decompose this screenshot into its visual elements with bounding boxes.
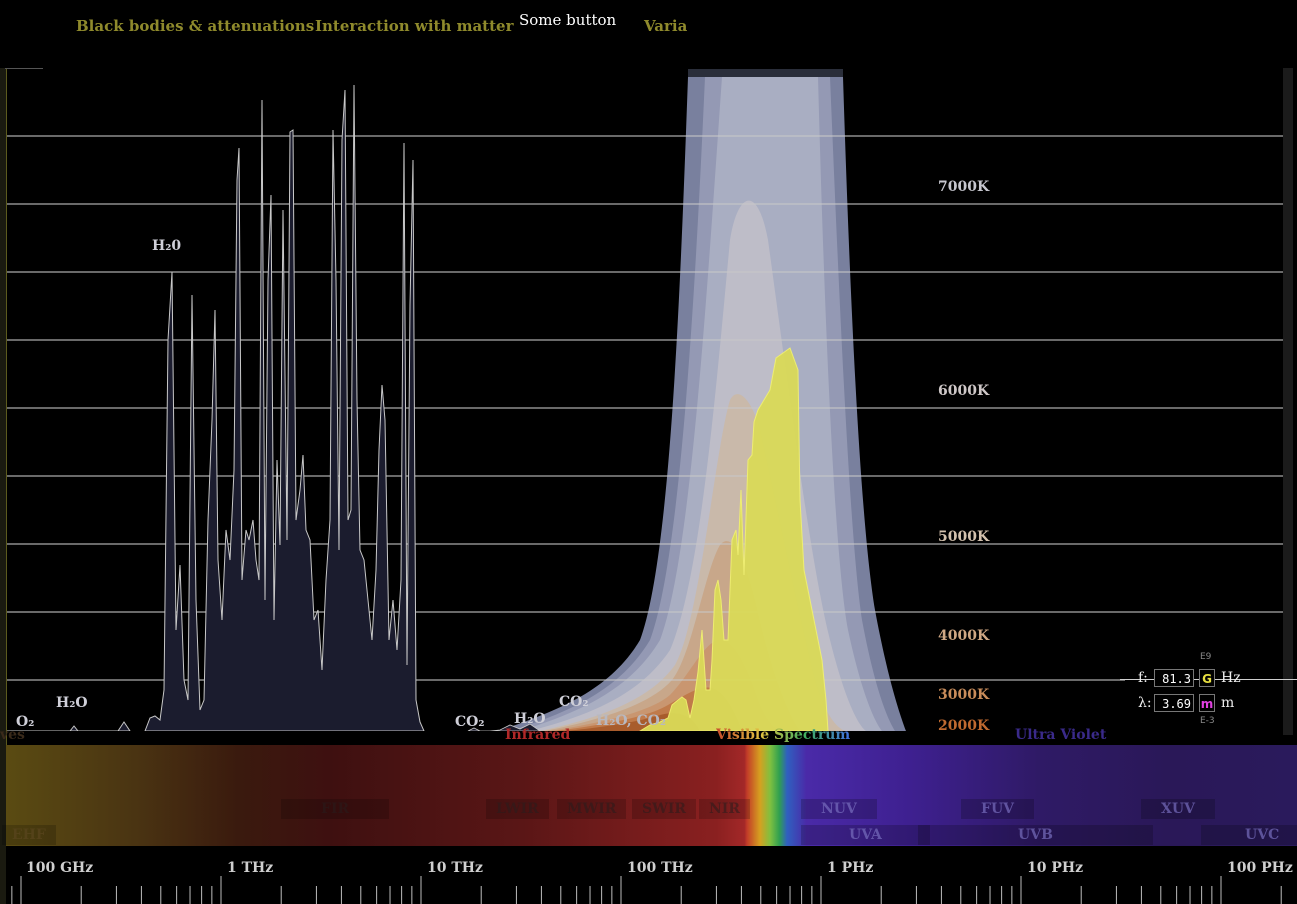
h2o-absorption-spectrum [144,84,425,731]
band-title-infrared: Infrared [505,727,571,743]
frequency-axis[interactable]: 100 GHz 1 THz 10 THz 100 THz 1 PHz 10 PH… [6,846,1297,904]
freq-label: f: [1138,670,1148,686]
freq-tick-10thz: 10 THz [427,860,483,876]
subband-uva: UVA [801,825,930,845]
subband-ehf: EHF [2,825,56,845]
temp-label-6000: 6000K [938,383,990,399]
band-header: ves Infrared Visible Spectrum Ultra Viol… [0,727,1297,745]
wavelength-exponent: E-3 [1200,716,1215,726]
subband-uvc: UVC [1201,825,1297,845]
subband-mwir: MWIR [557,799,627,819]
frequency-axis-ticks [11,876,1282,904]
freq-tick-100thz: 100 THz [627,860,693,876]
cursor-readout: E9 f: 81.3 G Hz λ: 3.69 m m E-3 [1120,652,1297,730]
subband-uvb: UVB [918,825,1153,845]
subband-xuv: XUV [1141,799,1215,819]
subband-nuv: NUV [801,799,877,819]
temp-label-4000: 4000K [938,628,990,644]
molecule-label-h2o-mid: H₂O [514,711,546,727]
freq-tick-1thz: 1 THz [227,860,274,876]
top-nav: Black bodies & attenuations Interaction … [0,0,1297,68]
freq-prefix-button[interactable]: G [1199,669,1215,687]
freq-tick-1phz: 1 PHz [827,860,874,876]
freq-exponent: E9 [1200,652,1212,662]
band-title-ultraviolet: Ultra Violet [1015,727,1107,743]
freq-value-field[interactable]: 81.3 [1154,669,1194,687]
wavelength-value-field[interactable]: 3.69 [1154,694,1194,712]
nav-interaction-with-matter[interactable]: Interaction with matter [315,17,514,35]
molecule-label-h2o-left: H₂O [56,695,88,711]
band-title-microwaves-cut: ves [0,727,25,743]
right-scroll-rail[interactable] [1283,0,1293,735]
molecule-label-co2-b: CO₂ [559,694,589,710]
em-spectrum-bar[interactable]: EHF FIR LWIR MWIR SWIR NIR NUV FUV XUV U… [2,745,1297,846]
nav-divider [5,68,43,69]
nav-black-bodies[interactable]: Black bodies & attenuations [76,17,315,35]
temp-label-5000: 5000K [938,529,990,545]
subband-lwir: LWIR [486,799,549,819]
freq-tick-100phz: 100 PHz [1227,860,1293,876]
nav-some-button[interactable]: Some button [519,11,617,29]
freq-tick-100ghz: 100 GHz [26,860,94,876]
band-title-visible: Visible Spectrum [716,727,851,743]
subband-fuv: FUV [961,799,1035,819]
freq-tick-10phz: 10 PHz [1027,860,1084,876]
temp-label-7000: 7000K [938,179,990,195]
molecule-label-o2: O₂ [16,714,35,730]
left-scroll-rail[interactable] [0,0,7,904]
temp-label-3000: 3000K [938,687,990,703]
freq-unit: Hz [1221,670,1241,686]
nav-varia[interactable]: Varia [644,17,688,35]
solar-spectrum [639,347,829,731]
wavelength-label: λ: [1138,695,1152,711]
wavelength-unit: m [1221,695,1235,711]
wavelength-prefix-button[interactable]: m [1199,694,1215,712]
spectrum-chart [6,69,1283,731]
temp-label-2000: 2000K [938,718,990,734]
subband-swir: SWIR [632,799,697,819]
subband-fir: FIR [281,799,390,819]
subband-nir: NIR [699,799,750,819]
molecule-label-h2o-peak: H₂0 [152,238,182,254]
molecule-label-co2-a: CO₂ [455,714,485,730]
molecule-label-h2o-co2: H₂O, CO₂ [596,713,666,729]
